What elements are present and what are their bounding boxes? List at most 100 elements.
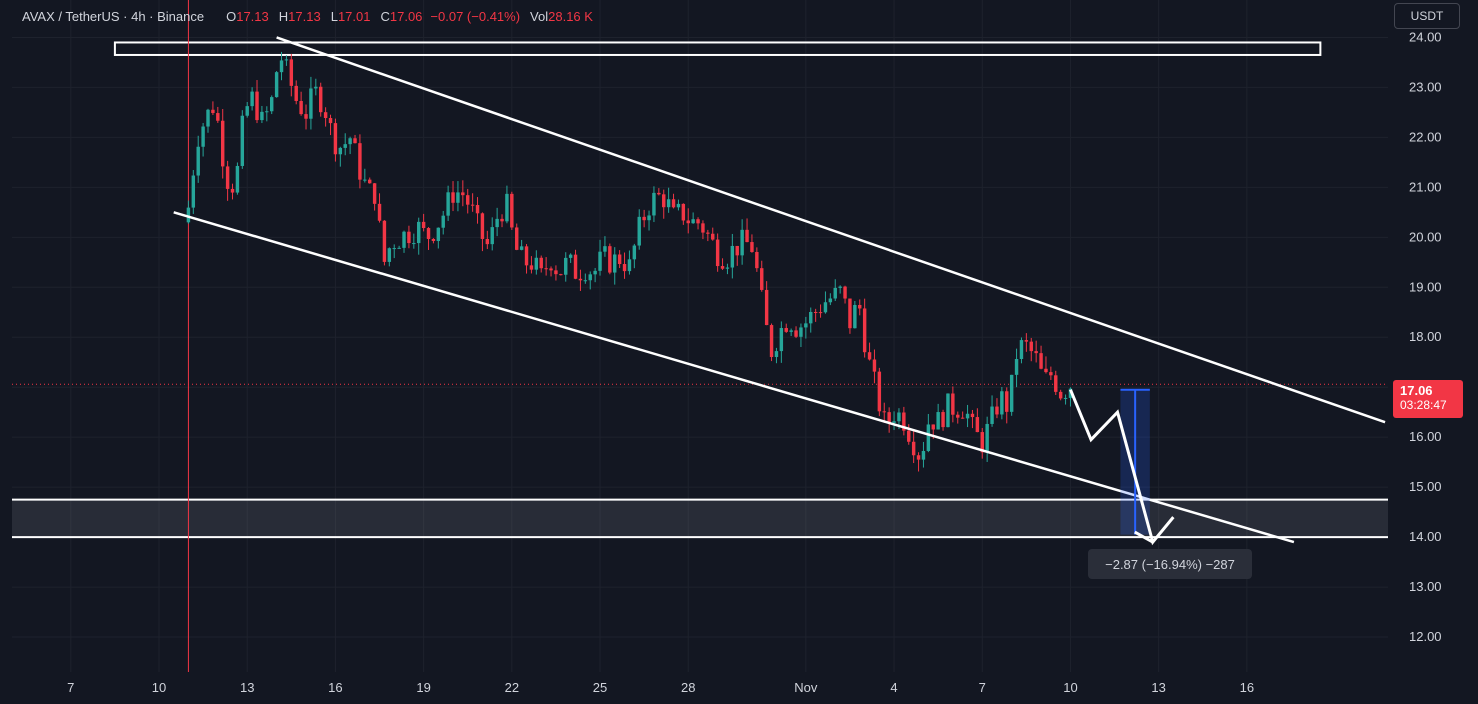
candle-down bbox=[515, 227, 519, 250]
candle-up bbox=[853, 304, 857, 329]
candle-down bbox=[466, 195, 470, 205]
candle-up bbox=[279, 60, 284, 73]
candle-up bbox=[809, 311, 813, 324]
last-price-badge: 17.06 03:28:47 bbox=[1393, 380, 1463, 418]
candle-down bbox=[559, 274, 563, 276]
candle-down bbox=[470, 204, 475, 206]
candle-down bbox=[608, 246, 612, 273]
candle-up bbox=[598, 251, 602, 271]
candle-down bbox=[1058, 391, 1063, 399]
candle-up bbox=[838, 286, 842, 288]
forecast-path bbox=[1069, 389, 1175, 546]
candle-up bbox=[1063, 397, 1068, 399]
candle-down bbox=[769, 325, 774, 358]
last-price-value: 17.06 bbox=[1400, 383, 1433, 398]
candle-down bbox=[544, 268, 548, 270]
candle-up bbox=[828, 298, 833, 303]
candle-down bbox=[480, 213, 485, 239]
candle-up bbox=[505, 193, 509, 222]
candle-up bbox=[260, 111, 264, 121]
high-value: 17.13 bbox=[288, 8, 321, 24]
candle-down bbox=[867, 352, 872, 360]
candle-down bbox=[220, 120, 225, 167]
bar-countdown: 03:28:47 bbox=[1400, 398, 1447, 412]
candle-down bbox=[686, 220, 690, 224]
candle-up bbox=[245, 106, 249, 116]
candle-up bbox=[603, 246, 607, 252]
candle-down bbox=[1024, 340, 1029, 342]
candle-up bbox=[613, 254, 617, 273]
x-axis-tick-label: 10 bbox=[152, 680, 166, 695]
candle-up bbox=[274, 72, 279, 98]
candle-up bbox=[196, 146, 200, 176]
candle-down bbox=[211, 109, 215, 114]
candle-down bbox=[299, 101, 303, 115]
candle-up bbox=[456, 192, 460, 203]
candle-down bbox=[735, 245, 739, 256]
candle-down bbox=[1029, 341, 1033, 352]
candle-down bbox=[529, 265, 534, 270]
candle-up bbox=[652, 192, 656, 216]
candle-up bbox=[191, 175, 196, 208]
candle-down bbox=[382, 220, 387, 262]
candle-up bbox=[186, 207, 191, 223]
x-axis-tick-label: 25 bbox=[593, 680, 607, 695]
x-axis-tick-label: 4 bbox=[890, 680, 897, 695]
candle-down bbox=[671, 199, 676, 208]
candle-up bbox=[490, 227, 494, 245]
candle-down bbox=[1044, 368, 1048, 373]
candle-down bbox=[911, 441, 916, 456]
candle-down bbox=[578, 278, 583, 281]
candle-down bbox=[216, 113, 220, 121]
candle-up bbox=[799, 327, 803, 337]
candle-down bbox=[916, 455, 921, 460]
candle-up bbox=[892, 421, 896, 423]
candle-down bbox=[225, 166, 230, 189]
candle-down bbox=[353, 138, 357, 144]
candle-down bbox=[407, 231, 411, 244]
candle-up bbox=[936, 412, 940, 430]
x-axis-tick-label: 7 bbox=[979, 680, 986, 695]
resistance-box bbox=[113, 41, 1322, 56]
candle-down bbox=[368, 179, 372, 184]
candle-down bbox=[872, 359, 877, 372]
candle-down bbox=[848, 298, 852, 329]
candle-down bbox=[323, 112, 328, 119]
candle-down bbox=[500, 218, 504, 222]
candle-up bbox=[201, 126, 205, 147]
candle-down bbox=[662, 194, 666, 208]
y-axis-tick-label: 13.00 bbox=[1409, 579, 1442, 594]
y-axis-tick-label: 21.00 bbox=[1409, 179, 1442, 194]
candle-down bbox=[377, 203, 382, 221]
candle-up bbox=[250, 91, 254, 107]
y-axis-tick-label: 23.00 bbox=[1409, 79, 1442, 94]
candle-down bbox=[328, 118, 333, 124]
currency-button[interactable]: USDT bbox=[1394, 3, 1460, 29]
candle-down bbox=[882, 411, 886, 413]
candle-down bbox=[1034, 351, 1038, 354]
y-axis-tick-label: 14.00 bbox=[1409, 529, 1442, 544]
candle-up bbox=[627, 259, 632, 272]
candle-up bbox=[637, 216, 641, 246]
candle-up bbox=[730, 245, 735, 268]
change-value: −0.07 (−0.41%) bbox=[430, 8, 521, 24]
open-label: O bbox=[226, 8, 237, 24]
candle-up bbox=[647, 215, 651, 221]
candle-up bbox=[265, 111, 269, 113]
high-label: H bbox=[278, 8, 289, 24]
candle-up bbox=[240, 115, 245, 166]
candle-down bbox=[706, 232, 710, 234]
low-label: L bbox=[330, 8, 338, 24]
x-axis-tick-label: 19 bbox=[416, 680, 430, 695]
candle-down bbox=[701, 223, 705, 233]
symbol-name[interactable]: AVAX / TetherUS · 4h · Binance bbox=[22, 8, 205, 24]
x-axis-tick-label: 13 bbox=[240, 680, 254, 695]
candle-up bbox=[348, 138, 352, 145]
candle-up bbox=[789, 330, 793, 332]
y-axis-tick-label: 20.00 bbox=[1409, 229, 1442, 244]
volume-value: 28.16 K bbox=[548, 8, 593, 24]
x-axis-tick-label: 16 bbox=[328, 680, 342, 695]
candle-down bbox=[294, 85, 298, 102]
volume-label: Vol bbox=[530, 8, 549, 24]
